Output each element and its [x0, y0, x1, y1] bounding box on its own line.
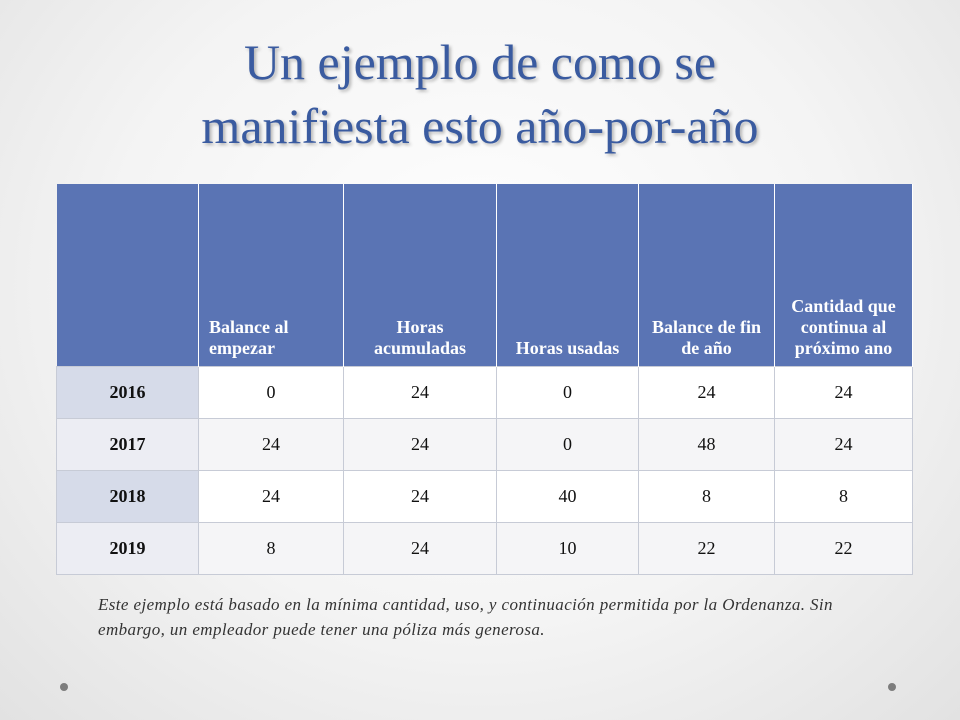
year-cell: 2017: [56, 417, 199, 471]
table-cell: 8: [198, 521, 344, 575]
table-cell: 8: [774, 469, 913, 523]
right-bullet-dot: [888, 683, 896, 691]
table-row: 2016 0 24 0 24 24: [56, 365, 913, 419]
table-cell: 24: [343, 365, 497, 419]
year-cell: 2016: [56, 365, 199, 419]
header-accrued-hours: Horas acumuladas: [343, 184, 497, 366]
table-cell: 24: [638, 365, 775, 419]
table-cell: 22: [774, 521, 913, 575]
year-cell: 2019: [56, 521, 199, 575]
footnote: Este ejemplo está basado en la mínima ca…: [98, 595, 833, 639]
table-cell: 22: [638, 521, 775, 575]
slide-title-line-1: Un ejemplo de como se: [243, 34, 717, 90]
table-cell: 24: [198, 417, 344, 471]
table-cell: 0: [198, 365, 344, 419]
hours-table: Balance al empezar Horas acumuladas Hora…: [56, 184, 913, 575]
table-cell: 10: [496, 521, 639, 575]
table-header-row: Balance al empezar Horas acumuladas Hora…: [56, 184, 913, 366]
table-row: 2019 8 24 10 22 22: [56, 521, 913, 575]
header-used-hours: Horas usadas: [496, 184, 639, 366]
table-cell: 48: [638, 417, 775, 471]
table-row: 2018 24 24 40 8 8: [56, 469, 913, 523]
table-cell: 8: [638, 469, 775, 523]
slide-title-line-2: manifiesta esto año-por-año: [201, 98, 759, 154]
left-bullet-dot: [60, 683, 68, 691]
header-year: [56, 184, 199, 366]
header-starting-balance: Balance al empezar: [198, 184, 344, 366]
table-cell: 24: [774, 365, 913, 419]
table-cell: 24: [774, 417, 913, 471]
table-cell: 24: [343, 521, 497, 575]
table-cell: 0: [496, 365, 639, 419]
table-cell: 40: [496, 469, 639, 523]
table-row: 2017 24 24 0 48 24: [56, 417, 913, 471]
header-carryover: Cantidad que continua al próximo ano: [774, 184, 913, 366]
table-cell: 24: [343, 417, 497, 471]
slide-title: Un ejemplo de como se manifiesta esto añ…: [0, 30, 960, 158]
table-cell: 24: [198, 469, 344, 523]
table-cell: 24: [343, 469, 497, 523]
header-ending-balance: Balance de fin de año: [638, 184, 775, 366]
year-cell: 2018: [56, 469, 199, 523]
table-cell: 0: [496, 417, 639, 471]
